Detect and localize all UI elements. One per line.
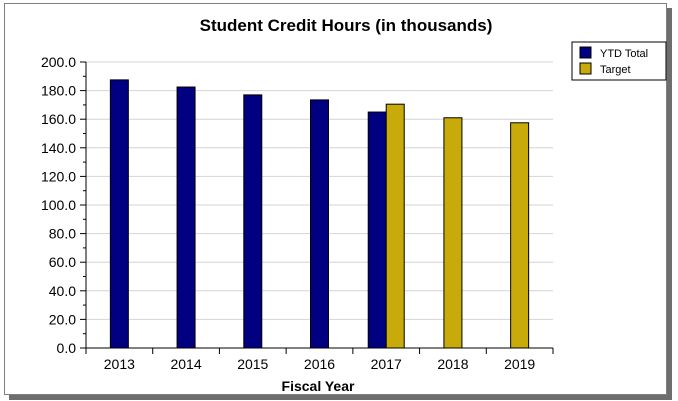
x-tick-label: 2017 bbox=[371, 356, 402, 372]
y-tick-label: 120.0 bbox=[41, 168, 76, 184]
legend-swatch bbox=[579, 62, 592, 75]
bar-ytd-total-2014 bbox=[176, 86, 196, 349]
y-tick-label: 60.0 bbox=[49, 254, 76, 270]
bar-ytd-total-2015 bbox=[243, 94, 263, 349]
y-tick-label: 140.0 bbox=[41, 140, 76, 156]
gridlines bbox=[86, 61, 553, 320]
bar-ytd-total-2017 bbox=[367, 111, 387, 349]
legend-label: Target bbox=[600, 64, 631, 76]
bar-ytd-total-2016 bbox=[310, 99, 329, 349]
x-tick-label: 2016 bbox=[304, 356, 335, 372]
legend-swatch bbox=[579, 46, 592, 59]
y-axis-ticks: 0.0 20.0 40.0 60.0 80.0 100.0 120.0 140.0 160.0 1… bbox=[41, 54, 86, 356]
y-tick-label: 40.0 bbox=[49, 283, 76, 299]
x-tick-label: 2014 bbox=[170, 356, 201, 372]
x-tick-label: 2015 bbox=[237, 356, 268, 372]
y-tick-label: 20.0 bbox=[49, 311, 76, 327]
x-axis-ticks: 2013 2014 2015 2016 2017 2018 2019 bbox=[85, 348, 554, 372]
x-axis-label: Fiscal Year bbox=[282, 378, 355, 394]
legend-label: YTD Total bbox=[600, 48, 648, 60]
legend: YTD Total Target bbox=[571, 41, 667, 81]
y-tick-label: 160.0 bbox=[41, 111, 76, 127]
x-tick-label: 2013 bbox=[104, 356, 135, 372]
y-tick-label: 100.0 bbox=[41, 197, 76, 213]
bar-target-2017 bbox=[385, 103, 405, 349]
bar-target-2018 bbox=[443, 117, 463, 349]
y-tick-label: 180.0 bbox=[41, 83, 76, 99]
y-tick-label: 200.0 bbox=[41, 54, 76, 70]
x-tick-label: 2019 bbox=[504, 356, 535, 372]
bars bbox=[109, 79, 530, 349]
chart-title: Student Credit Hours (in thousands) bbox=[200, 16, 493, 35]
x-tick-label: 2018 bbox=[437, 356, 468, 372]
bar-ytd-total-2013 bbox=[109, 79, 129, 349]
bar-target-2019 bbox=[510, 122, 530, 349]
y-tick-label: 80.0 bbox=[49, 226, 76, 242]
y-tick-label: 0.0 bbox=[57, 340, 77, 356]
